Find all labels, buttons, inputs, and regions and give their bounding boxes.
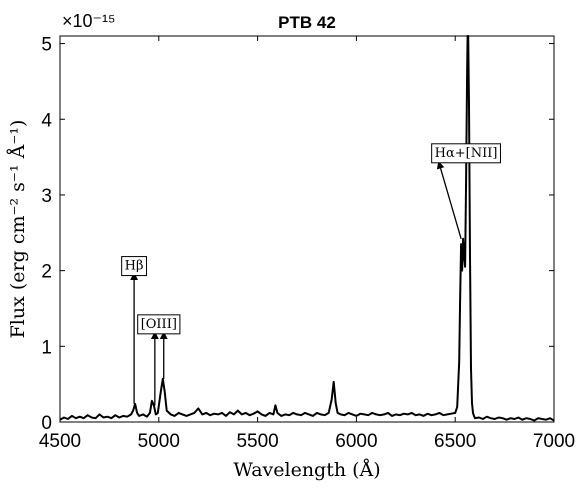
x-tick-label: 7000: [533, 431, 575, 452]
annotation-label: [OIII]: [141, 317, 177, 332]
x-ticks: 4500 5000 5500 6000 6500 7000: [39, 36, 575, 452]
y-tick-label: 3: [41, 186, 52, 207]
annotation-box: [121, 256, 148, 277]
chart-title: PTB 42: [278, 13, 336, 32]
x-tick-label: 6000: [335, 431, 377, 452]
y-exponent-label: ×10⁻¹⁵: [62, 11, 116, 31]
annotation-arrow: [436, 160, 462, 240]
y-tick-label: 4: [41, 110, 52, 131]
y-tick-label: 0: [41, 413, 52, 434]
x-tick-label: 5000: [138, 431, 180, 452]
series-layer: [59, 35, 555, 422]
annotation-label: Hα+[NII]: [435, 146, 498, 161]
x-tick-label: 4500: [39, 431, 81, 452]
annotation-box: [137, 314, 181, 335]
annotation-label: Hβ: [125, 259, 144, 274]
annotation-box: [431, 143, 501, 164]
x-tick-label: 5500: [236, 431, 278, 452]
y-axis-label: Flux (erg cm⁻² s⁻¹ Å⁻¹): [7, 120, 29, 339]
x-tick-label: 6500: [434, 431, 476, 452]
x-axis-label: Wavelength (Å): [233, 459, 380, 481]
y-tick-label: 2: [41, 262, 52, 283]
series-line: [59, 35, 555, 422]
y-ticks: 0 1 2 3 4 5: [41, 35, 554, 434]
y-tick-label: 1: [41, 337, 52, 358]
y-tick-label: 5: [41, 35, 52, 56]
annotation-layer: Hβ [OIII] Hα+[NII]: [121, 143, 501, 406]
